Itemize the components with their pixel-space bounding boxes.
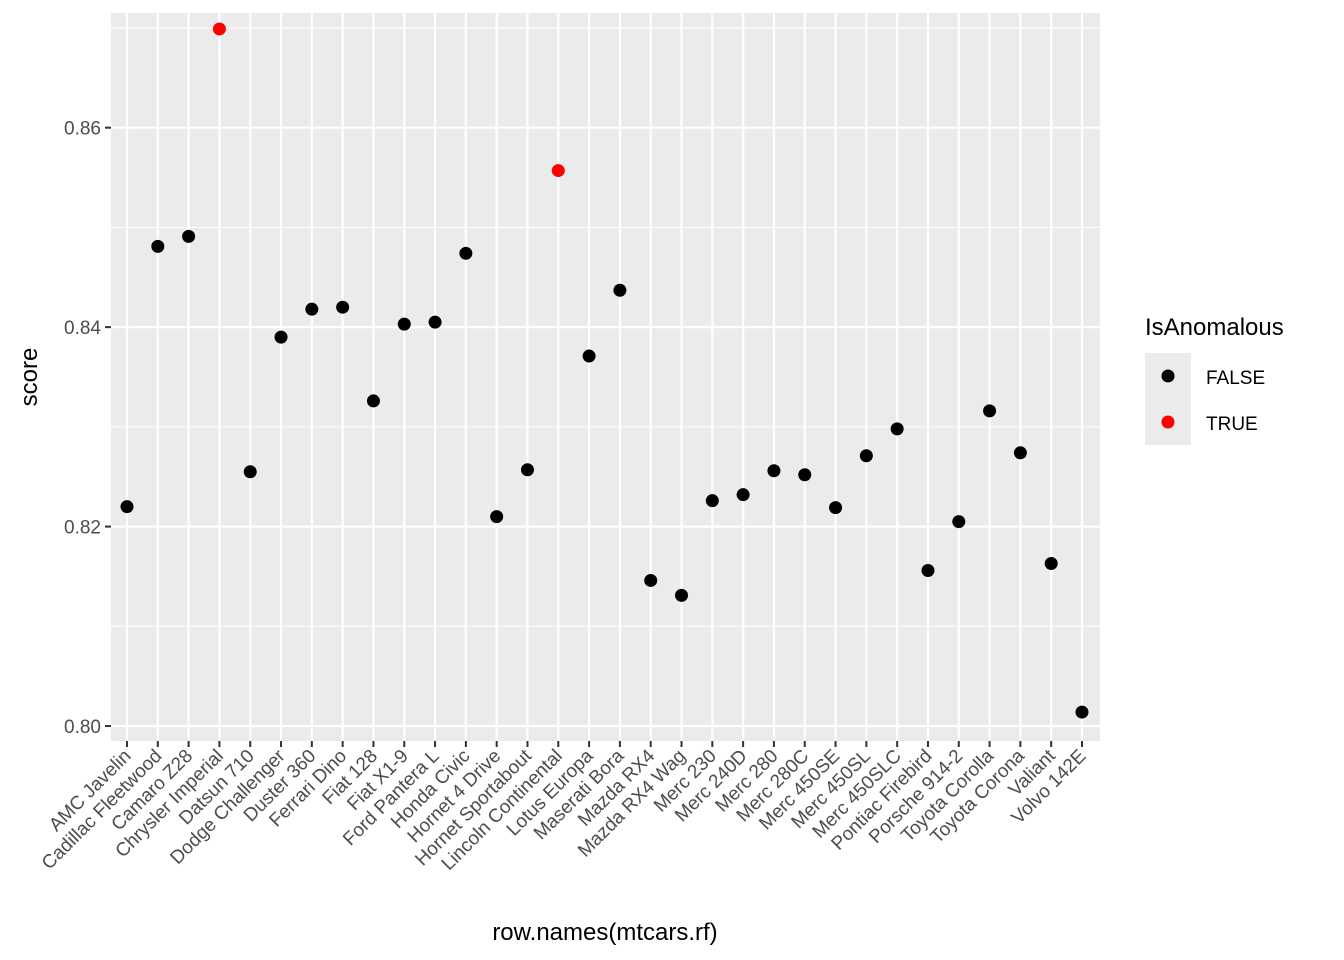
data-point bbox=[366, 394, 380, 408]
y-tick-label: 0.82 bbox=[64, 518, 101, 539]
data-point bbox=[767, 464, 781, 478]
data-point bbox=[243, 465, 257, 479]
y-tick-label: 0.84 bbox=[64, 318, 101, 339]
major-gridlines bbox=[111, 13, 1100, 741]
data-point bbox=[428, 315, 442, 329]
data-point bbox=[582, 349, 596, 363]
data-point bbox=[983, 404, 997, 418]
data-point bbox=[490, 510, 504, 524]
data-point bbox=[675, 588, 689, 602]
data-point bbox=[644, 573, 658, 587]
legend-label-true: TRUE bbox=[1206, 414, 1258, 435]
data-point bbox=[336, 300, 350, 314]
data-point-anomalous bbox=[212, 22, 226, 36]
data-point-anomalous bbox=[551, 164, 565, 178]
data-point bbox=[1075, 705, 1089, 719]
data-point bbox=[305, 302, 319, 316]
data-point bbox=[151, 239, 165, 253]
data-point bbox=[520, 463, 534, 477]
data-point bbox=[397, 317, 411, 331]
minor-gridlines bbox=[111, 27, 1100, 627]
y-axis-title: score bbox=[16, 348, 43, 407]
data-point bbox=[1013, 446, 1027, 460]
data-point bbox=[829, 501, 843, 515]
data-point bbox=[613, 283, 627, 297]
legend-key-false bbox=[1161, 369, 1175, 383]
legend-key-true bbox=[1161, 415, 1175, 429]
legend-label-false: FALSE bbox=[1206, 368, 1265, 389]
data-point bbox=[890, 422, 904, 436]
data-point bbox=[736, 488, 750, 502]
data-point bbox=[1044, 556, 1058, 570]
data-point bbox=[459, 246, 473, 260]
y-tick-label: 0.86 bbox=[64, 119, 101, 140]
legend: IsAnomalous FALSE TRUE bbox=[1145, 314, 1284, 445]
data-point bbox=[274, 330, 288, 344]
y-axis: 0.80 0.82 0.84 0.86 bbox=[64, 119, 111, 738]
data-point bbox=[182, 229, 196, 243]
data-points bbox=[120, 22, 1089, 719]
legend-title: IsAnomalous bbox=[1145, 314, 1284, 341]
data-point bbox=[120, 500, 134, 514]
legend-key-background bbox=[1145, 353, 1191, 445]
x-axis-title: row.names(mtcars.rf) bbox=[492, 919, 717, 946]
y-tick-label: 0.80 bbox=[64, 717, 101, 738]
plot-panel bbox=[111, 13, 1100, 741]
data-point bbox=[952, 515, 966, 529]
data-point bbox=[705, 494, 719, 508]
data-point bbox=[859, 449, 873, 463]
data-point bbox=[798, 468, 812, 482]
data-point bbox=[921, 563, 935, 577]
